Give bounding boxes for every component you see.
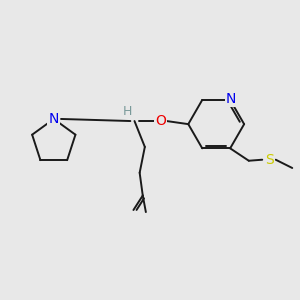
Text: S: S — [265, 153, 274, 167]
Text: O: O — [155, 114, 166, 128]
Text: H: H — [123, 105, 132, 118]
Text: N: N — [49, 112, 59, 126]
Text: N: N — [226, 92, 236, 106]
